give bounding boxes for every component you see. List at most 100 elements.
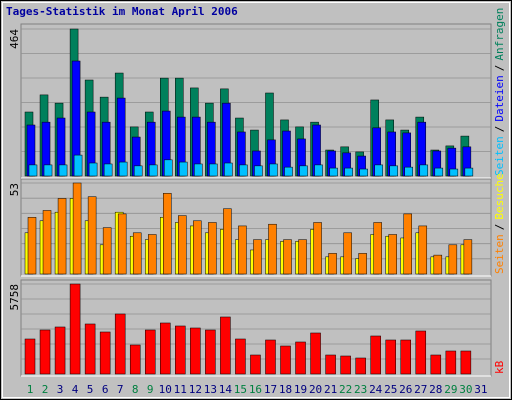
y-tick-label: 5758 bbox=[8, 284, 21, 311]
bar bbox=[269, 163, 278, 177]
legend-entry: Seiten bbox=[493, 234, 506, 274]
bar bbox=[148, 164, 158, 177]
x-tick-label: 7 bbox=[117, 383, 124, 396]
bar bbox=[24, 338, 36, 375]
x-tick-label: 28 bbox=[429, 383, 442, 396]
bar bbox=[283, 239, 292, 275]
bar bbox=[430, 354, 442, 375]
x-tick-label: 26 bbox=[399, 383, 412, 396]
x-tick-label: 21 bbox=[324, 383, 337, 396]
bar bbox=[133, 165, 143, 177]
bar bbox=[178, 215, 187, 275]
x-tick-label: 12 bbox=[189, 383, 202, 396]
bar bbox=[193, 220, 202, 275]
bar bbox=[464, 167, 474, 177]
bar bbox=[250, 354, 261, 375]
bar bbox=[114, 313, 126, 375]
bar bbox=[400, 339, 411, 375]
bar bbox=[144, 329, 156, 375]
bar bbox=[314, 164, 323, 177]
bar bbox=[179, 161, 188, 177]
bar bbox=[147, 234, 157, 275]
bar bbox=[374, 164, 383, 177]
bar bbox=[129, 344, 141, 375]
bar bbox=[69, 283, 81, 375]
bar bbox=[118, 161, 128, 177]
legend: Seiten / Dateien / Anfragen bbox=[493, 8, 506, 176]
bar bbox=[42, 210, 52, 275]
bar bbox=[433, 254, 443, 275]
x-tick-label: 6 bbox=[102, 383, 109, 396]
x-tick-label: 25 bbox=[384, 383, 397, 396]
bar bbox=[268, 223, 277, 275]
legend: Seiten / Besuche bbox=[493, 173, 506, 274]
bar bbox=[313, 222, 322, 275]
bar bbox=[418, 225, 428, 275]
bar bbox=[72, 182, 82, 275]
bar bbox=[265, 339, 276, 375]
bar bbox=[220, 316, 231, 375]
x-tick-label: 27 bbox=[414, 383, 427, 396]
x-tick-label: 11 bbox=[174, 383, 187, 396]
legend-separator: / bbox=[493, 126, 506, 133]
x-tick-label: 18 bbox=[279, 383, 292, 396]
x-tick-label: 29 bbox=[444, 383, 457, 396]
bar bbox=[27, 217, 37, 275]
legend: kB bbox=[493, 360, 506, 374]
bar bbox=[355, 357, 366, 375]
bar bbox=[164, 159, 173, 177]
legend-entry: Besuche bbox=[493, 173, 506, 219]
bar bbox=[209, 163, 218, 177]
bar bbox=[434, 167, 444, 177]
bar bbox=[163, 193, 172, 275]
bar bbox=[328, 253, 337, 275]
bar bbox=[103, 163, 113, 177]
x-tick-label: 5 bbox=[87, 383, 94, 396]
bar bbox=[102, 227, 112, 275]
bar bbox=[388, 234, 397, 275]
x-tick-label: 14 bbox=[219, 383, 233, 396]
bar bbox=[194, 163, 203, 177]
legend-entry: Anfragen bbox=[493, 8, 506, 61]
x-tick-label: 8 bbox=[132, 383, 139, 396]
x-tick-label: 3 bbox=[57, 383, 64, 396]
bar bbox=[284, 166, 293, 177]
bar bbox=[404, 166, 413, 177]
x-tick-label: 24 bbox=[369, 383, 383, 396]
bar bbox=[325, 354, 336, 375]
x-tick-label: 13 bbox=[204, 383, 217, 396]
bar bbox=[299, 165, 308, 177]
bar bbox=[88, 162, 98, 177]
bar bbox=[175, 325, 186, 375]
chart-title: Tages-Statistik im Monat April 2006 bbox=[6, 5, 238, 18]
bar bbox=[463, 239, 473, 275]
bar bbox=[254, 165, 263, 177]
bar bbox=[403, 213, 412, 275]
x-tick-label: 31 bbox=[474, 383, 487, 396]
bar bbox=[460, 350, 472, 375]
bar bbox=[208, 222, 217, 275]
bar bbox=[223, 208, 232, 275]
bar bbox=[190, 327, 201, 375]
x-tick-label: 19 bbox=[294, 383, 307, 396]
x-tick-label: 30 bbox=[459, 383, 472, 396]
x-tick-label: 22 bbox=[339, 383, 352, 396]
bar bbox=[385, 339, 396, 375]
bar bbox=[373, 222, 382, 275]
bar bbox=[99, 331, 111, 375]
legend-separator: / bbox=[493, 65, 506, 72]
bar bbox=[39, 329, 51, 375]
bar bbox=[340, 355, 351, 375]
bar bbox=[329, 167, 338, 177]
bar bbox=[280, 345, 291, 375]
bar bbox=[449, 168, 459, 177]
y-tick-label: 464 bbox=[8, 29, 21, 49]
bar bbox=[445, 350, 457, 375]
legend-separator: / bbox=[493, 224, 506, 231]
x-tick-label: 15 bbox=[234, 383, 247, 396]
bar bbox=[54, 326, 66, 375]
x-tick-label: 1 bbox=[27, 383, 34, 396]
bar bbox=[43, 164, 53, 177]
bar bbox=[87, 196, 97, 275]
